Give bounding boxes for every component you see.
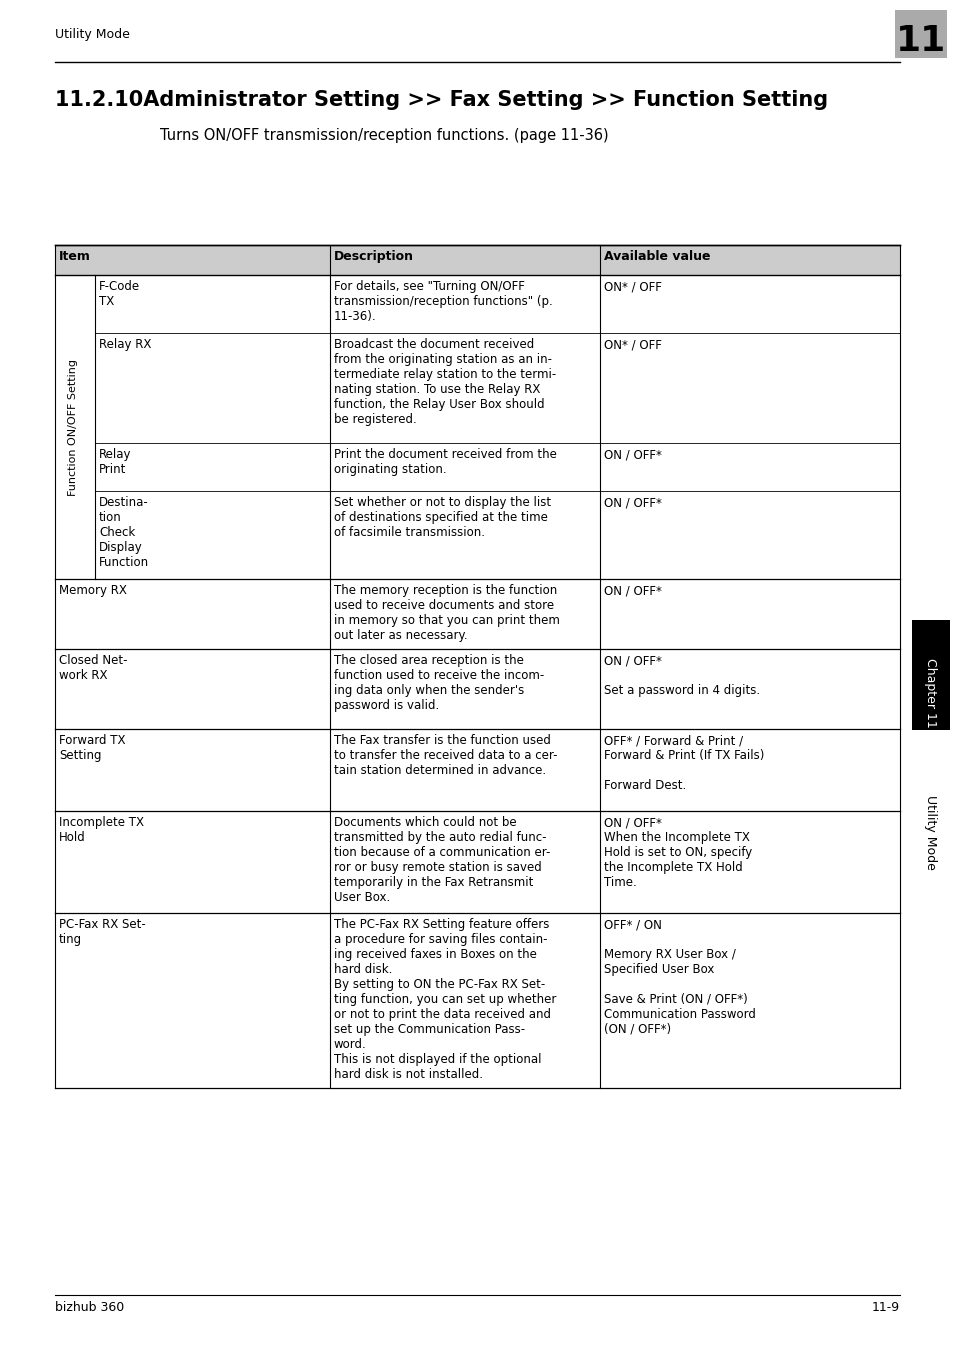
Text: Turns ON/OFF transmission/reception functions. (page 11-36): Turns ON/OFF transmission/reception func… — [160, 128, 608, 143]
Text: Memory RX: Memory RX — [59, 584, 127, 598]
Bar — [911, 621, 949, 730]
Bar — [55, 245, 899, 274]
Text: Print the document received from the
originating station.: Print the document received from the ori… — [334, 448, 557, 476]
Text: 11-9: 11-9 — [871, 1301, 899, 1314]
Text: Broadcast the document received
from the originating station as an in-
termediat: Broadcast the document received from the… — [334, 338, 556, 426]
Text: Item: Item — [59, 250, 91, 264]
Text: Description: Description — [334, 250, 414, 264]
Bar — [894, 9, 946, 58]
Text: PC-Fax RX Set-
ting: PC-Fax RX Set- ting — [59, 918, 146, 946]
Text: Function ON/OFF Setting: Function ON/OFF Setting — [68, 358, 78, 495]
Text: Documents which could not be
transmitted by the auto redial func-
tion because o: Documents which could not be transmitted… — [334, 817, 550, 904]
Text: Utility Mode: Utility Mode — [55, 28, 130, 41]
Text: ON / OFF*: ON / OFF* — [603, 584, 661, 598]
Text: Utility Mode: Utility Mode — [923, 795, 937, 869]
Text: OFF* / ON

Memory RX User Box /
Specified User Box

Save & Print (ON / OFF*)
Com: OFF* / ON Memory RX User Box / Specified… — [603, 918, 755, 1036]
Text: For details, see "Turning ON/OFF
transmission/reception functions" (p.
11-36).: For details, see "Turning ON/OFF transmi… — [334, 280, 552, 323]
Text: The closed area reception is the
function used to receive the incom-
ing data on: The closed area reception is the functio… — [334, 654, 543, 713]
Text: Available value: Available value — [603, 250, 710, 264]
Text: Destina-
tion
Check
Display
Function: Destina- tion Check Display Function — [99, 496, 149, 569]
Text: ON* / OFF: ON* / OFF — [603, 338, 661, 352]
Text: Incomplete TX
Hold: Incomplete TX Hold — [59, 817, 144, 844]
Text: 11: 11 — [895, 24, 945, 58]
Text: The memory reception is the function
used to receive documents and store
in memo: The memory reception is the function use… — [334, 584, 559, 642]
Text: Forward TX
Setting: Forward TX Setting — [59, 734, 126, 763]
Text: The PC-Fax RX Setting feature offers
a procedure for saving files contain-
ing r: The PC-Fax RX Setting feature offers a p… — [334, 918, 556, 1082]
Text: ON / OFF*: ON / OFF* — [603, 448, 661, 461]
Text: F-Code
TX: F-Code TX — [99, 280, 140, 308]
Text: Set whether or not to display the list
of destinations specified at the time
of : Set whether or not to display the list o… — [334, 496, 551, 539]
Text: Relay
Print: Relay Print — [99, 448, 132, 476]
Text: bizhub 360: bizhub 360 — [55, 1301, 124, 1314]
Text: ON / OFF*
When the Incomplete TX
Hold is set to ON, specify
the Incomplete TX Ho: ON / OFF* When the Incomplete TX Hold is… — [603, 817, 752, 890]
Text: Relay RX: Relay RX — [99, 338, 152, 352]
Text: ON* / OFF: ON* / OFF — [603, 280, 661, 293]
Text: 11.2.10Administrator Setting >> Fax Setting >> Function Setting: 11.2.10Administrator Setting >> Fax Sett… — [55, 91, 827, 110]
Text: ON / OFF*

Set a password in 4 digits.: ON / OFF* Set a password in 4 digits. — [603, 654, 760, 698]
Text: Chapter 11: Chapter 11 — [923, 658, 937, 727]
Text: Closed Net-
work RX: Closed Net- work RX — [59, 654, 128, 681]
Text: OFF* / Forward & Print /
Forward & Print (If TX Fails)

Forward Dest.: OFF* / Forward & Print / Forward & Print… — [603, 734, 763, 792]
Text: ON / OFF*: ON / OFF* — [603, 496, 661, 508]
Text: The Fax transfer is the function used
to transfer the received data to a cer-
ta: The Fax transfer is the function used to… — [334, 734, 557, 777]
